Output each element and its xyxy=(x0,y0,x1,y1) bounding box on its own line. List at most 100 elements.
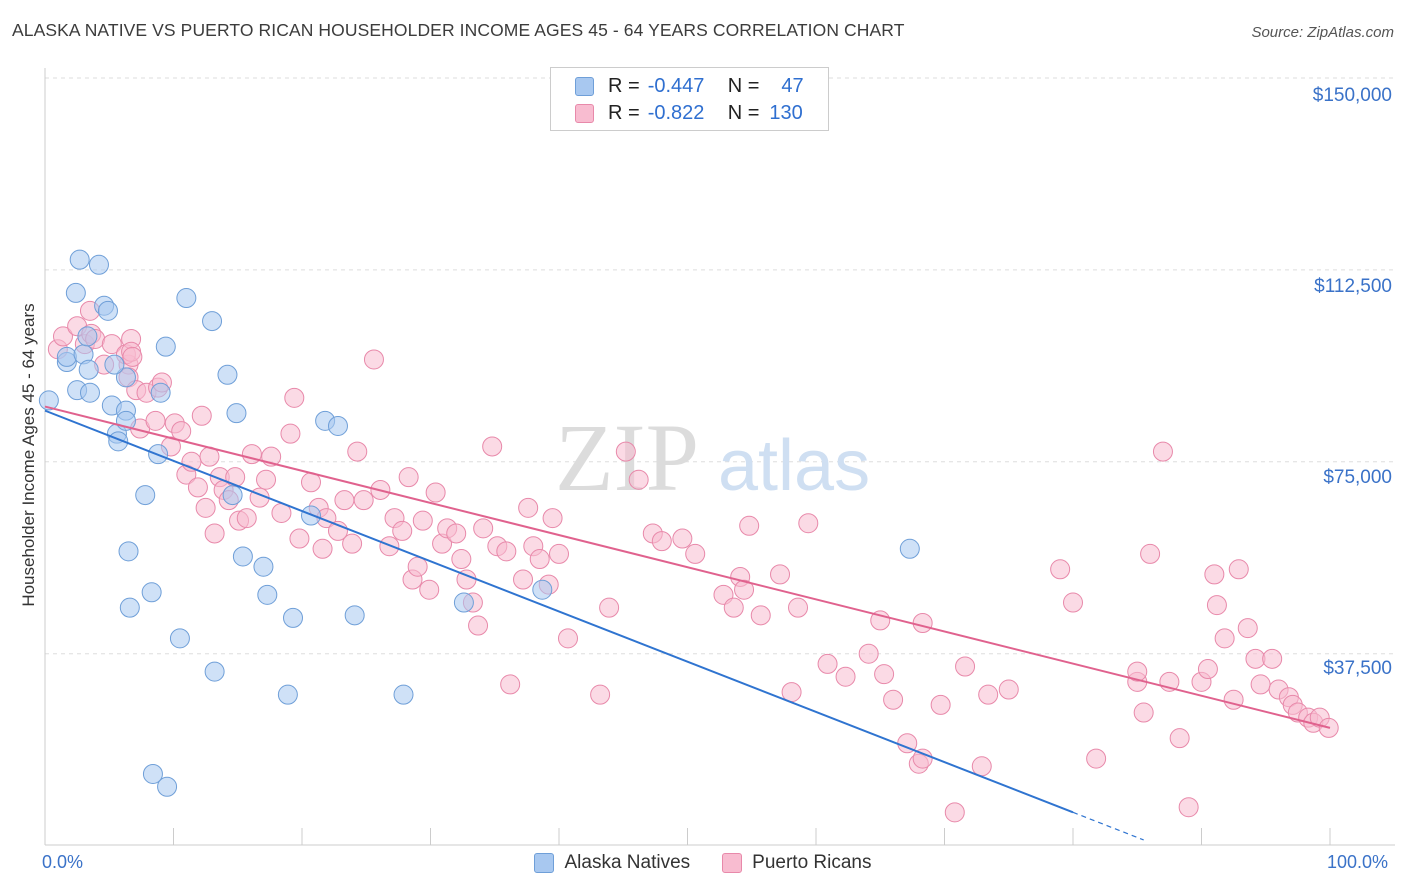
data-point xyxy=(88,254,109,275)
data-point xyxy=(236,508,257,529)
data-point xyxy=(56,346,77,367)
legend-r-label: R = xyxy=(608,101,640,124)
data-point xyxy=(944,802,965,823)
data-point xyxy=(398,467,419,488)
series-puerto-ricans xyxy=(47,300,1339,823)
legend-n-value: 47 xyxy=(781,74,804,97)
legend-label-puerto-ricans: Puerto Ricans xyxy=(752,852,872,873)
data-point xyxy=(1204,564,1225,585)
data-point xyxy=(222,485,243,506)
data-point xyxy=(155,336,176,357)
data-point xyxy=(788,597,809,618)
data-point xyxy=(798,513,819,534)
data-point xyxy=(171,421,192,442)
y-tick-37500: $37,500 xyxy=(1323,658,1392,679)
data-point xyxy=(1133,702,1154,723)
data-point xyxy=(407,556,428,577)
data-point xyxy=(899,538,920,559)
data-point xyxy=(1178,797,1199,818)
legend-n-label: N = xyxy=(727,74,760,97)
legend-n-label: N = xyxy=(727,101,760,124)
data-point xyxy=(393,684,414,705)
data-point xyxy=(353,490,374,511)
data-point xyxy=(169,628,190,649)
data-point xyxy=(1197,659,1218,680)
data-point xyxy=(257,584,278,605)
data-point xyxy=(118,541,139,562)
chart-title: ALASKA NATIVE VS PUERTO RICAN HOUSEHOLDE… xyxy=(12,20,905,40)
data-point xyxy=(344,605,365,626)
trend-line-alaska-natives-extension xyxy=(1072,811,1144,841)
data-point xyxy=(226,403,247,424)
data-point xyxy=(187,477,208,498)
data-point xyxy=(342,533,363,554)
correlation-legend: R = -0.447 N = 47 R = -0.822 N = 130 xyxy=(550,67,829,131)
data-point xyxy=(529,549,550,570)
data-point xyxy=(1050,559,1071,580)
data-point xyxy=(78,359,99,380)
data-point xyxy=(453,592,474,613)
legend-label-alaska-natives: Alaska Natives xyxy=(564,852,691,873)
data-point xyxy=(135,485,156,506)
data-point xyxy=(473,518,494,539)
data-point xyxy=(500,674,521,695)
data-point xyxy=(817,653,838,674)
data-point xyxy=(115,367,136,388)
data-point xyxy=(157,776,178,797)
data-point xyxy=(549,543,569,564)
data-point xyxy=(101,334,122,355)
data-point xyxy=(858,643,879,664)
data-point xyxy=(998,679,1019,700)
data-point xyxy=(65,282,86,303)
data-point xyxy=(1086,748,1107,769)
data-point xyxy=(672,528,693,549)
data-point xyxy=(79,382,100,403)
data-point xyxy=(425,482,446,503)
series-legend: Alaska Natives Puerto Ricans xyxy=(0,852,1406,874)
data-point xyxy=(347,441,368,462)
data-point xyxy=(1214,628,1235,649)
y-tick-112500: $112,500 xyxy=(1314,276,1392,297)
data-point xyxy=(217,364,238,385)
data-point xyxy=(978,684,999,705)
legend-item-puerto-ricans: Puerto Ricans xyxy=(722,852,872,874)
data-point xyxy=(122,346,143,367)
data-point xyxy=(284,387,305,408)
data-point xyxy=(590,684,611,705)
data-point xyxy=(392,520,413,541)
data-point xyxy=(104,354,125,375)
data-point xyxy=(283,607,304,628)
data-point xyxy=(468,615,489,636)
data-point xyxy=(289,528,310,549)
data-point xyxy=(739,515,760,536)
legend-row-alaska-natives: R = -0.447 N = 47 xyxy=(575,74,804,98)
legend-r-value: -0.822 xyxy=(647,101,705,124)
data-point xyxy=(225,467,246,488)
data-point xyxy=(312,538,333,559)
data-point xyxy=(77,326,98,347)
data-point xyxy=(176,288,197,309)
data-point xyxy=(513,569,534,590)
data-point xyxy=(518,497,539,518)
trend-lines xyxy=(44,405,1331,841)
legend-n-value: 130 xyxy=(769,101,803,124)
data-point xyxy=(253,556,274,577)
data-point xyxy=(232,546,253,567)
data-point xyxy=(1140,543,1161,564)
data-point xyxy=(191,405,212,426)
data-point xyxy=(1245,648,1266,669)
data-point xyxy=(615,441,636,462)
data-point xyxy=(195,497,216,518)
data-point xyxy=(150,382,171,403)
data-point xyxy=(770,564,791,585)
data-point xyxy=(557,628,578,649)
x-tick-0: 0.0% xyxy=(42,852,84,872)
data-point xyxy=(971,756,992,777)
grid-lines xyxy=(45,77,1395,655)
data-point xyxy=(542,508,563,529)
data-point xyxy=(599,597,620,618)
data-point xyxy=(1127,661,1148,682)
data-point xyxy=(52,326,73,347)
data-point xyxy=(930,694,951,715)
